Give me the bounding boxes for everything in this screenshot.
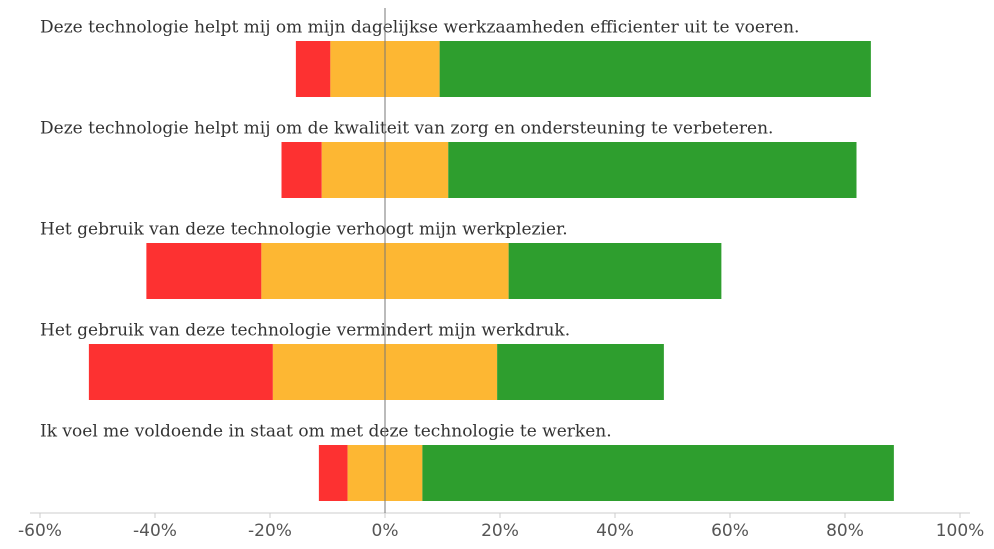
bar-segment [295, 41, 331, 97]
statement-label: Deze technologie helpt mij om mijn dagel… [40, 18, 799, 38]
x-tick-label: -60% [18, 521, 62, 541]
statement-label: Ik voel me voldoende in staat om met dez… [40, 422, 612, 442]
bar-segment [146, 243, 262, 299]
bar-segment [439, 41, 871, 97]
statement-label: Het gebruik van deze technologie vermind… [40, 321, 570, 341]
x-tick-label: -40% [133, 521, 177, 541]
bar-segment [497, 344, 664, 400]
x-tick-label: 20% [481, 521, 519, 541]
bar-segment [281, 142, 322, 198]
x-tick-label: 60% [711, 521, 749, 541]
bar-segment [88, 344, 273, 400]
bar-segment [508, 243, 722, 299]
x-tick-label: 80% [826, 521, 864, 541]
x-tick-label: -20% [248, 521, 292, 541]
x-tick-label: 40% [596, 521, 634, 541]
x-tick-label: 0% [372, 521, 399, 541]
bar-segment [422, 445, 894, 501]
x-tick-label: 100% [936, 521, 985, 541]
statement-label: Het gebruik van deze technologie verhoog… [40, 220, 568, 240]
bar-segment [448, 142, 857, 198]
statement-label: Deze technologie helpt mij om de kwalite… [40, 119, 773, 139]
bar-segment [318, 445, 348, 501]
